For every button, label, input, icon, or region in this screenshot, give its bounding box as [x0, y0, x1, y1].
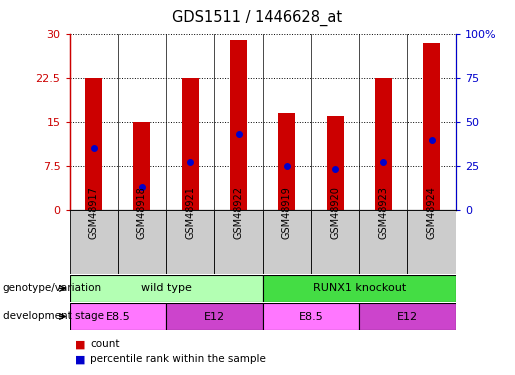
Text: E12: E12: [397, 312, 418, 321]
Text: GSM48924: GSM48924: [426, 186, 437, 238]
Text: genotype/variation: genotype/variation: [3, 283, 101, 293]
Text: GSM48920: GSM48920: [330, 186, 340, 238]
Text: E8.5: E8.5: [106, 312, 130, 321]
Text: wild type: wild type: [141, 284, 192, 293]
Text: ■: ■: [75, 339, 85, 349]
Text: development stage: development stage: [3, 311, 104, 321]
Point: [234, 131, 243, 137]
Text: GSM48918: GSM48918: [137, 186, 147, 238]
Text: GSM48922: GSM48922: [233, 186, 244, 238]
Text: ■: ■: [75, 354, 85, 364]
Bar: [133, 122, 150, 210]
Text: E8.5: E8.5: [299, 312, 323, 321]
Point: [283, 163, 291, 169]
Bar: [278, 113, 295, 210]
Point: [331, 166, 339, 172]
Bar: [230, 40, 247, 210]
Text: GSM48921: GSM48921: [185, 186, 195, 238]
Bar: [407, 210, 456, 274]
Bar: [327, 116, 344, 210]
Bar: [182, 78, 199, 210]
Point: [90, 146, 98, 152]
Bar: [359, 210, 407, 274]
Text: GDS1511 / 1446628_at: GDS1511 / 1446628_at: [173, 9, 342, 26]
Bar: [118, 210, 166, 274]
Bar: [70, 275, 263, 302]
Bar: [70, 303, 166, 330]
Bar: [85, 78, 102, 210]
Point: [427, 136, 436, 142]
Bar: [166, 210, 214, 274]
Text: RUNX1 knockout: RUNX1 knockout: [313, 284, 406, 293]
Bar: [263, 210, 311, 274]
Bar: [311, 210, 359, 274]
Text: percentile rank within the sample: percentile rank within the sample: [90, 354, 266, 364]
Bar: [263, 275, 456, 302]
Text: E12: E12: [204, 312, 225, 321]
Text: GSM48919: GSM48919: [282, 186, 292, 238]
Point: [186, 159, 194, 165]
Text: count: count: [90, 339, 119, 349]
Bar: [359, 303, 456, 330]
Bar: [166, 303, 263, 330]
Bar: [423, 43, 440, 210]
Text: GSM48917: GSM48917: [89, 186, 99, 238]
Bar: [263, 303, 359, 330]
Point: [379, 159, 387, 165]
Text: GSM48923: GSM48923: [379, 186, 388, 238]
Bar: [375, 78, 392, 210]
Bar: [70, 210, 118, 274]
Point: [138, 184, 146, 190]
Bar: [214, 210, 263, 274]
